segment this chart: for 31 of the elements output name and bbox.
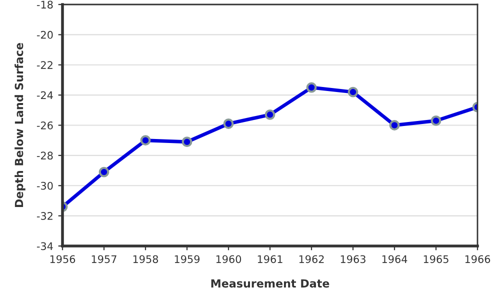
y-tick-label: -22 (36, 61, 52, 69)
y-tick-label: -24 (36, 91, 53, 100)
y-tick-label: -28 (36, 152, 53, 160)
y-tick-label: -32 (36, 212, 52, 220)
point (389, 120, 400, 130)
point (348, 86, 358, 98)
x-tick-label: 1959 (174, 255, 200, 264)
x-tick-label: 1965 (424, 255, 448, 264)
x-tick-label: 1960 (216, 255, 242, 264)
y-tick-label: -30 (36, 182, 53, 190)
x-tick-label: 1957 (92, 255, 116, 264)
point (182, 136, 192, 148)
x-axis-title: Measurement Date (211, 279, 330, 288)
point (306, 82, 317, 93)
y-tick-label: -26 (36, 121, 53, 130)
x-tick-label: 1962 (299, 255, 324, 264)
y-tick-label: -18 (36, 0, 53, 9)
point (264, 109, 276, 120)
x-tick-label: 1963 (340, 255, 366, 264)
point (223, 118, 234, 129)
x-tick-label: 1956 (50, 255, 76, 264)
x-tick-label: 1958 (133, 255, 158, 264)
point (98, 166, 110, 178)
x-tick-label: 1966 (465, 255, 490, 264)
x-tick-label: 1964 (382, 255, 408, 264)
point (140, 135, 151, 146)
x-tick-label: 1961 (258, 255, 282, 264)
point (430, 116, 442, 126)
y-axis-title: Depth Below Land Surface (14, 43, 26, 207)
y-tick-label: -20 (36, 30, 53, 39)
y-tick-label: -34 (36, 242, 53, 250)
